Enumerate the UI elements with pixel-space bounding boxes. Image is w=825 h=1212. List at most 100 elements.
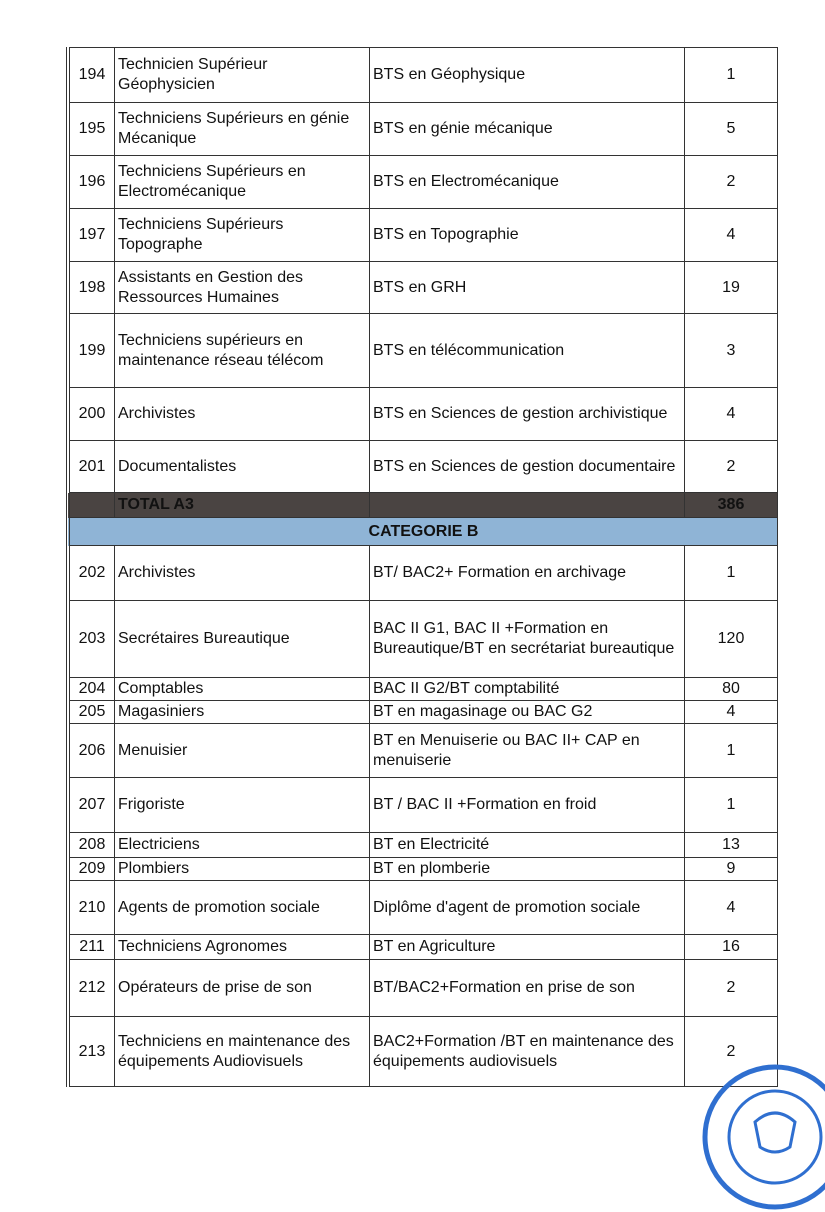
job-title: Frigoriste [114,777,370,833]
diploma: BTS en télécommunication [369,313,685,388]
table-row: 207 Frigoriste BT / BAC II +Formation en f… [67,777,778,833]
diploma: BAC2+Formation /BT en maintenance des éq… [369,1016,685,1087]
diploma: BAC II G2/BT comptabilité [369,677,685,701]
row-number: 195 [67,102,115,156]
job-title: Secrétaires Bureautique [114,600,370,678]
job-title: Electriciens [114,832,370,858]
row-number: 204 [67,677,115,701]
position-count: 4 [684,700,778,724]
position-count: 2 [684,440,778,493]
job-title: Techniciens en maintenance des équipemen… [114,1016,370,1087]
row-number: 197 [67,208,115,262]
position-count: 5 [684,102,778,156]
table-row: 205 Magasiniers BT en magasinage ou BAC G2… [67,700,778,724]
diploma: BTS en Sciences de gestion archivistique [369,387,685,441]
position-count: 120 [684,600,778,678]
table-row: 203 Secrétaires Bureautique BAC II G1, BAC… [67,600,778,678]
job-title: Comptables [114,677,370,701]
job-title: Techniciens Supérieurs Topographe [114,208,370,262]
table-row: 199 Techniciens supérieurs en maintenance… [67,313,778,388]
job-title: Techniciens Supérieurs en Electromécaniq… [114,155,370,209]
job-title: Plombiers [114,857,370,881]
table-row: 206 Menuisier BT en Menuiserie ou BAC II+ … [67,723,778,778]
job-title: Opérateurs de prise de son [114,959,370,1017]
position-count: 2 [684,1016,778,1087]
total-label: TOTAL A3 [114,492,370,518]
row-number: 207 [67,777,115,833]
job-title: Techniciens supérieurs en maintenance ré… [114,313,370,388]
position-count: 2 [684,959,778,1017]
position-count: 9 [684,857,778,881]
row-number: 202 [67,545,115,601]
row-number: 210 [67,880,115,935]
job-title: Technicien Supérieur Géophysicien [114,47,370,103]
diploma: BT en magasinage ou BAC G2 [369,700,685,724]
row-number: 213 [67,1016,115,1087]
row-number: 205 [67,700,115,724]
diploma: BTS en génie mécanique [369,102,685,156]
diploma: BTS en Géophysique [369,47,685,103]
official-stamp [702,1064,825,1210]
table-row: 204 Comptables BAC II G2/BT comptabilité 80 [67,677,778,701]
row-number: 194 [67,47,115,103]
position-count: 16 [684,934,778,960]
table-row: 209 Plombiers BT en plomberie 9 [67,857,778,881]
job-title: Archivistes [114,387,370,441]
table-row: 200 Archivistes BTS en Sciences de gestion… [67,387,778,441]
table-row: 202 Archivistes BT/ BAC2+ Formation en ar… [67,545,778,601]
row-number: 198 [67,261,115,314]
job-title: Techniciens Agronomes [114,934,370,960]
total-blank [67,492,115,518]
job-title: Assistants en Gestion des Ressources Hum… [114,261,370,314]
diploma: BT/ BAC2+ Formation en archivage [369,545,685,601]
position-count: 1 [684,723,778,778]
table-row: 196 Techniciens Supérieurs en Electroméca… [67,155,778,209]
job-title: Techniciens Supérieurs en génie Mécaniqu… [114,102,370,156]
table-row: 211 Techniciens Agronomes BT en Agricultur… [67,934,778,960]
total-blank [369,492,685,518]
category-header-row: CATEGORIE B [67,517,778,546]
table-row: 201 Documentalistes BTS en Sciences de ges… [67,440,778,493]
diploma: BTS en Sciences de gestion documentaire [369,440,685,493]
table-row: 198 Assistants en Gestion des Ressources … [67,261,778,314]
position-count: 4 [684,880,778,935]
position-count: 1 [684,545,778,601]
table-row: 212 Opérateurs de prise de son BT/BAC2+For… [67,959,778,1017]
position-count: 3 [684,313,778,388]
row-number: 201 [67,440,115,493]
row-number: 212 [67,959,115,1017]
table-row: 195 Techniciens Supérieurs en génie Mécan… [67,102,778,156]
diploma: BT en plomberie [369,857,685,881]
table-row: 213 Techniciens en maintenance des équipe… [67,1016,778,1087]
job-title: Menuisier [114,723,370,778]
row-number: 206 [67,723,115,778]
category-title: CATEGORIE B [67,517,778,546]
job-table: 194 Technicien Supérieur Géophysicien BTS … [66,47,778,1087]
job-title: Archivistes [114,545,370,601]
row-number: 200 [67,387,115,441]
diploma: BTS en Electromécanique [369,155,685,209]
position-count: 1 [684,777,778,833]
total-count: 386 [684,492,778,518]
diploma: BT / BAC II +Formation en froid [369,777,685,833]
position-count: 80 [684,677,778,701]
row-number: 199 [67,313,115,388]
table-row: 210 Agents de promotion sociale Diplôme d'… [67,880,778,935]
job-title: Agents de promotion sociale [114,880,370,935]
diploma: BT/BAC2+Formation en prise de son [369,959,685,1017]
table-row: 194 Technicien Supérieur Géophysicien BTS … [67,47,778,103]
table-row: 208 Electriciens BT en Electricité 13 [67,832,778,858]
diploma: BT en Electricité [369,832,685,858]
position-count: 13 [684,832,778,858]
job-title: Documentalistes [114,440,370,493]
row-number: 208 [67,832,115,858]
diploma: BTS en GRH [369,261,685,314]
row-number: 211 [67,934,115,960]
job-title: Magasiniers [114,700,370,724]
position-count: 4 [684,387,778,441]
row-number: 196 [67,155,115,209]
table-row: 197 Techniciens Supérieurs Topographe BTS … [67,208,778,262]
diploma: BT en Menuiserie ou BAC II+ CAP en menui… [369,723,685,778]
row-number: 203 [67,600,115,678]
position-count: 19 [684,261,778,314]
